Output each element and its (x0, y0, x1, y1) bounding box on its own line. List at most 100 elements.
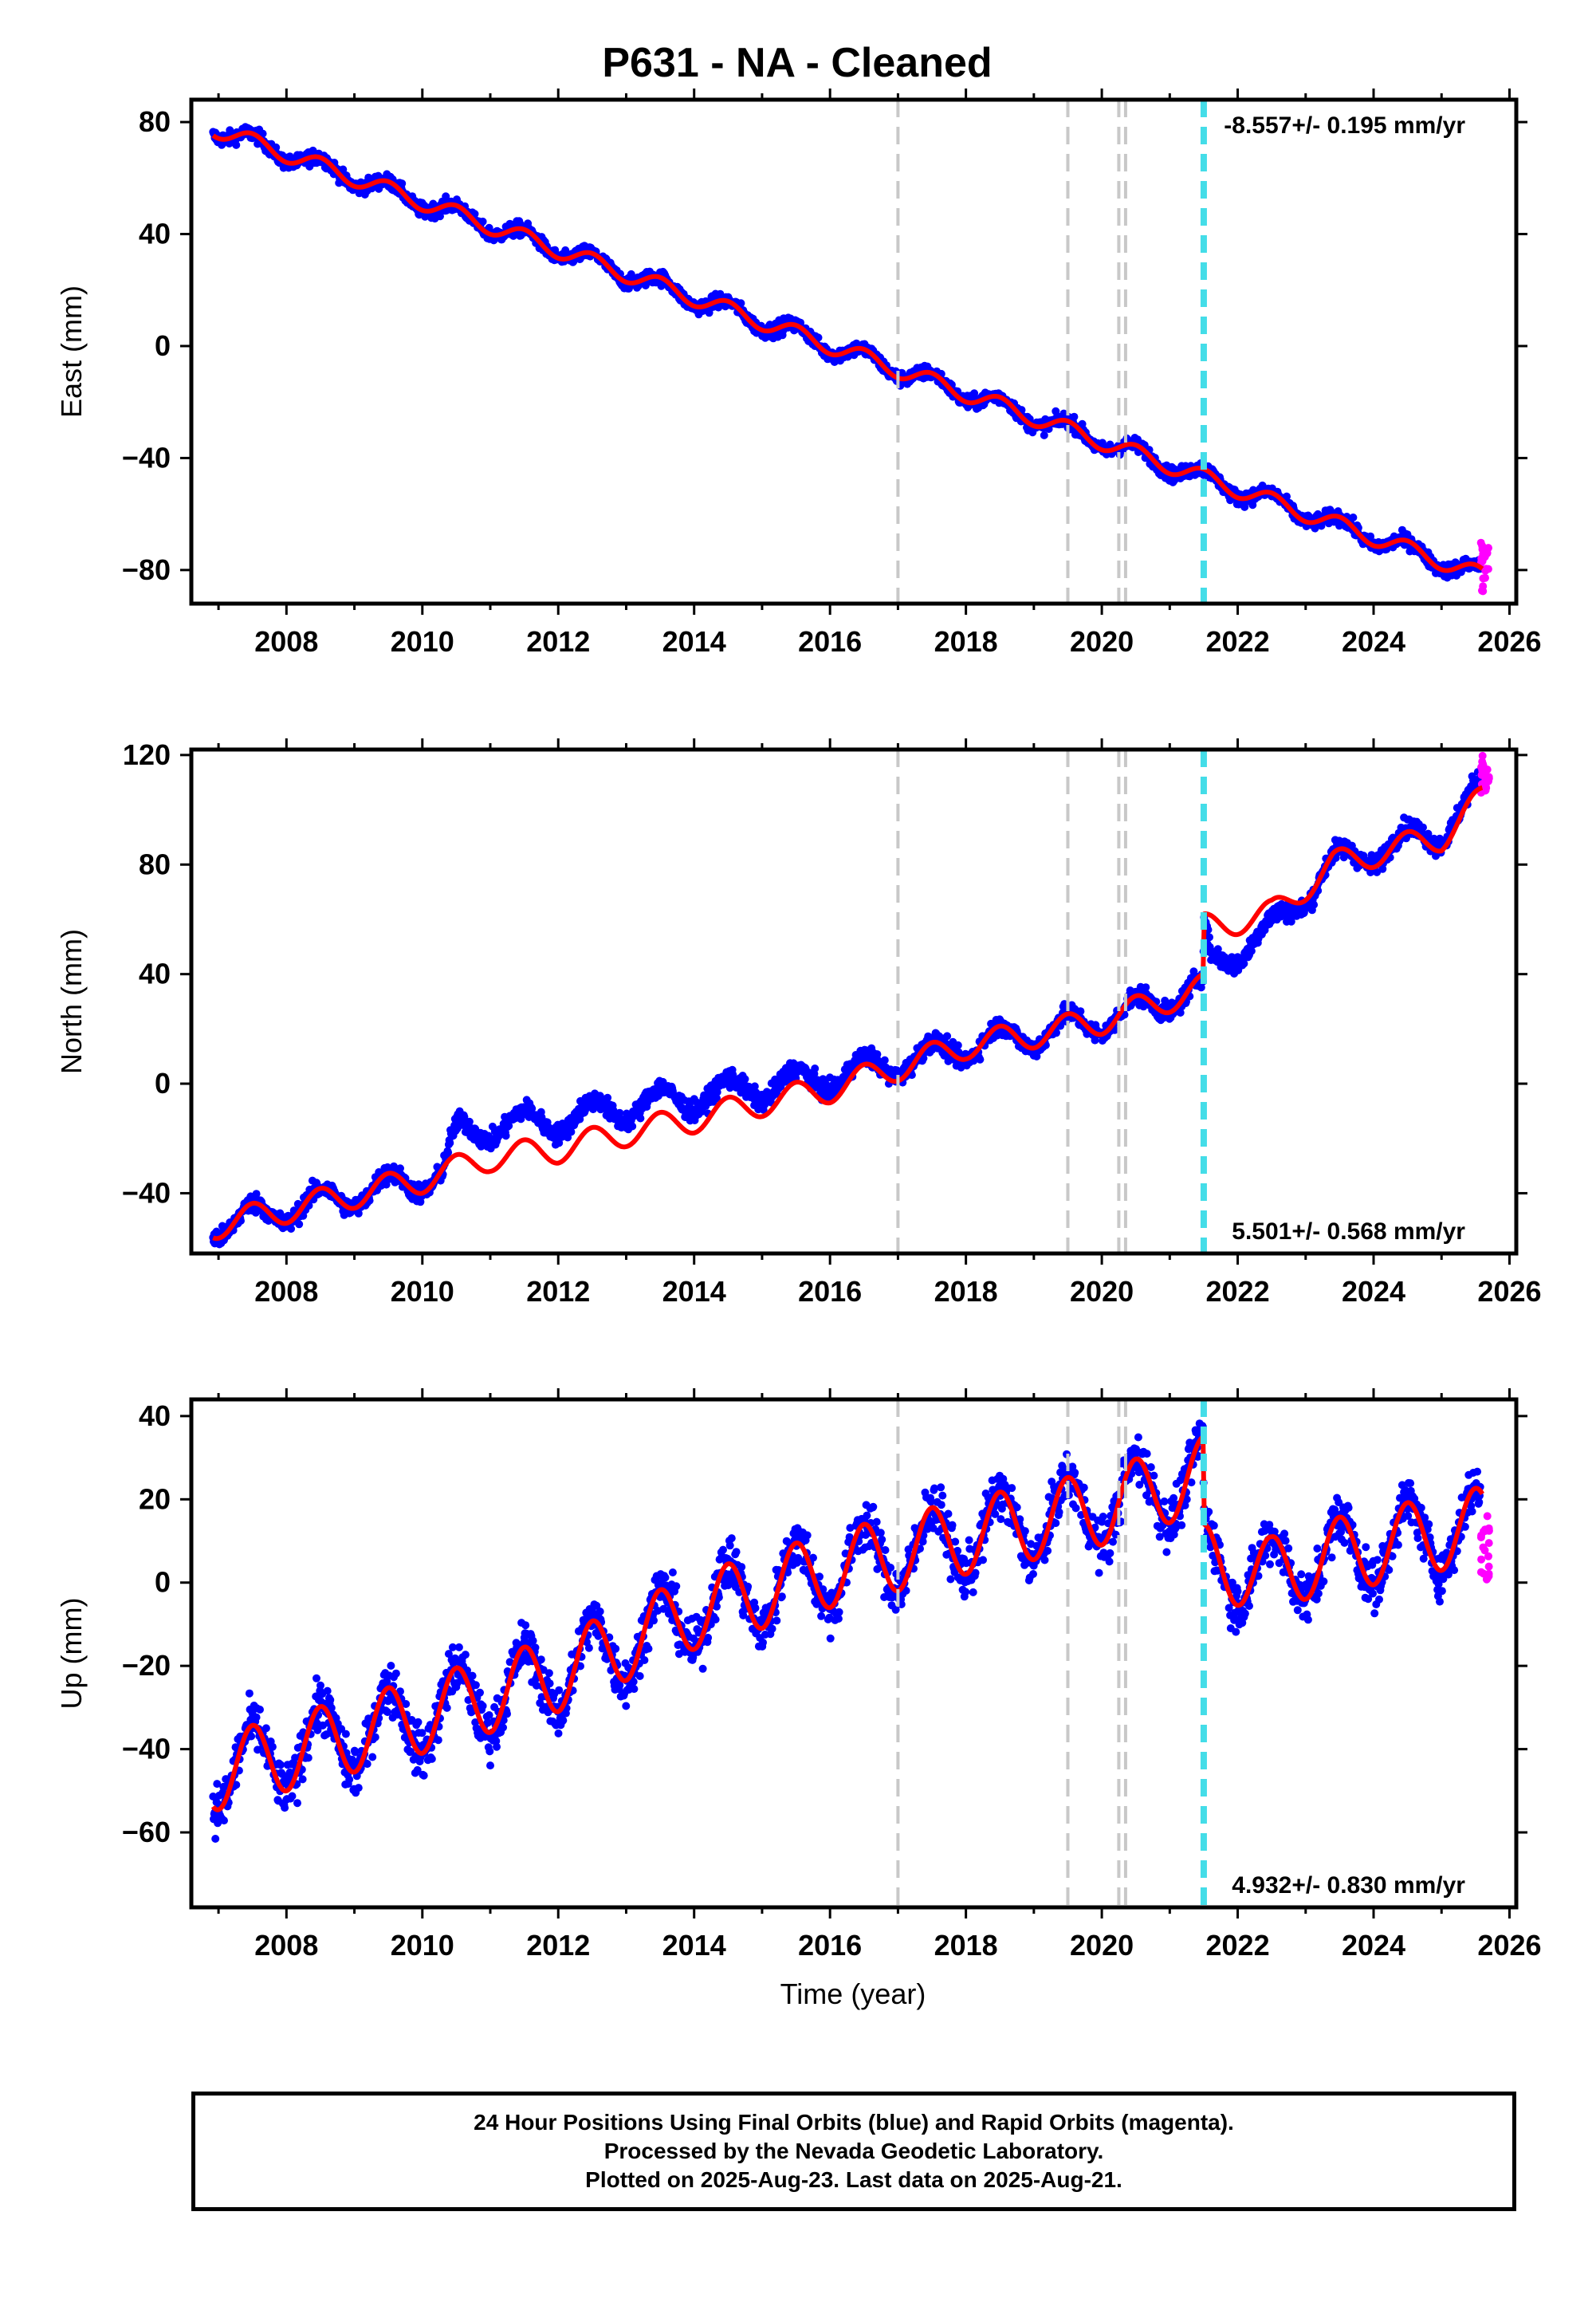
x-tick-label: 2026 (1477, 1275, 1541, 1308)
x-tick-label: 2010 (391, 1275, 454, 1308)
rapid-data-point (1481, 544, 1490, 553)
y-tick-label: 0 (155, 329, 171, 362)
rapid-data-point (1478, 586, 1486, 595)
x-tick-label: 2020 (1070, 625, 1134, 658)
data-point (444, 1148, 453, 1157)
x-tick-label: 2008 (254, 1275, 318, 1308)
x-tick-label: 2018 (934, 1275, 998, 1308)
data-point (434, 1736, 442, 1745)
data-point (970, 389, 979, 398)
data-point (341, 1730, 350, 1738)
velocity-rate-label: -8.557+/- 0.195 mm/yr (1224, 112, 1465, 139)
data-point (1040, 431, 1048, 439)
data-point (603, 1093, 612, 1102)
data-point (277, 1761, 285, 1769)
data-point (814, 333, 823, 342)
data-point (811, 1065, 820, 1072)
data-point (354, 1784, 363, 1793)
data-point (628, 1122, 637, 1131)
data-point (501, 1131, 510, 1140)
y-tick-label: 40 (139, 958, 171, 990)
data-point (368, 1753, 377, 1761)
x-tick-label: 2026 (1477, 625, 1541, 658)
panel-up: 2008 2010 2012 2014 2016 2018 2020 2022 2024 2026… (55, 1388, 1542, 1962)
y-tick-label: 80 (139, 105, 171, 138)
data-point (436, 212, 444, 221)
data-point (245, 1689, 254, 1698)
x-tick-label: 2022 (1206, 625, 1270, 658)
plot-area (209, 1419, 1493, 1843)
x-tick-label: 2024 (1342, 1275, 1405, 1308)
plot-area (209, 123, 1492, 596)
data-point (1070, 412, 1079, 421)
x-tick-label: 2010 (391, 625, 454, 658)
x-tick-label: 2018 (934, 625, 998, 658)
data-point (287, 1225, 296, 1233)
data-point (345, 1775, 354, 1784)
velocity-rate-label: 5.501+/- 0.568 mm/yr (1232, 1218, 1465, 1245)
data-point (741, 1075, 749, 1084)
x-tick-label: 2012 (526, 625, 590, 658)
x-tick-label: 2014 (662, 625, 726, 658)
data-point (873, 1050, 882, 1059)
data-point (427, 1754, 436, 1763)
data-point (211, 1835, 220, 1843)
data-point (313, 1674, 320, 1682)
data-point (627, 270, 635, 278)
panels-group: 2008 2010 2012 2014 2016 2018 2020 2022 2024 2026… (55, 89, 1542, 1962)
plot-area (209, 751, 1493, 1249)
data-point (304, 1753, 313, 1762)
data-point (1349, 514, 1358, 521)
data-point (268, 1742, 277, 1751)
data-point (880, 1056, 889, 1065)
y-axis-label: East (mm) (55, 285, 88, 418)
data-point (953, 1041, 962, 1049)
panel-north: 2008 2010 2012 2014 2016 2018 2020 2022 2024 2026… (55, 738, 1542, 1308)
x-tick-label: 2022 (1206, 1275, 1270, 1308)
y-tick-label: 120 (123, 738, 171, 771)
data-point (232, 140, 241, 149)
chart-title: P631 - NA - Cleaned (602, 40, 992, 86)
data-point (419, 1771, 428, 1780)
rapid-data-point (1478, 557, 1487, 565)
data-point (295, 1220, 304, 1229)
x-tick-label: 2016 (798, 1275, 862, 1308)
data-point (316, 1681, 324, 1690)
x-tick-label: 2012 (526, 1275, 590, 1308)
x-tick-label: 2016 (798, 625, 862, 658)
data-point (258, 129, 267, 138)
data-point (478, 217, 487, 226)
y-axis-label: North (mm) (55, 929, 88, 1074)
data-point (976, 1055, 985, 1064)
data-point (252, 1713, 261, 1722)
data-point (1076, 1007, 1085, 1016)
data-point (293, 1799, 301, 1808)
data-point (391, 1669, 400, 1678)
data-point (298, 1775, 307, 1784)
data-point (281, 1804, 289, 1812)
data-point (261, 1724, 270, 1733)
y-tick-label: 80 (139, 848, 171, 880)
rapid-data-point (1478, 758, 1487, 766)
data-point (220, 1816, 228, 1825)
data-point (636, 1114, 645, 1123)
y-tick-label: −80 (122, 553, 171, 586)
data-point (288, 1792, 297, 1800)
y-tick-label: 40 (139, 218, 171, 250)
data-point (323, 1686, 332, 1695)
data-point (272, 143, 281, 152)
data-point (326, 1695, 335, 1704)
x-tick-label: 2024 (1342, 625, 1405, 658)
data-point (256, 1706, 264, 1714)
rapid-data-point (1480, 770, 1488, 779)
data-point (446, 1139, 454, 1147)
data-point (398, 179, 407, 188)
x-tick-label: 2020 (1070, 1275, 1134, 1308)
y-tick-label: −40 (122, 1176, 171, 1209)
rapid-data-point (1479, 574, 1488, 583)
panel-east: 2008 2010 2012 2014 2016 2018 2020 2022 2024 2026… (55, 89, 1542, 658)
y-tick-label: −40 (122, 441, 171, 474)
data-point (943, 1032, 952, 1041)
data-point (1310, 900, 1319, 909)
